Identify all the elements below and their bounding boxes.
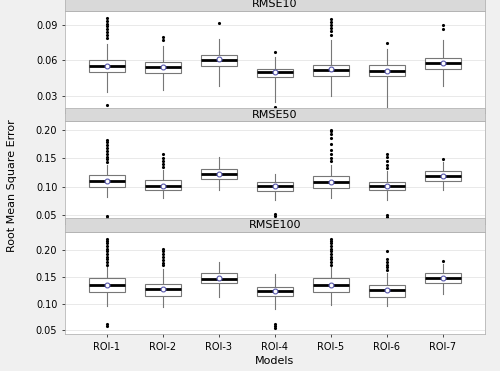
Bar: [145, 180, 181, 190]
Bar: [425, 273, 461, 283]
FancyBboxPatch shape: [65, 0, 485, 11]
X-axis label: Models: Models: [256, 356, 294, 366]
Bar: [257, 69, 293, 77]
Bar: [257, 286, 293, 296]
Bar: [89, 60, 125, 72]
Bar: [369, 65, 405, 76]
Bar: [257, 182, 293, 191]
Bar: [201, 273, 237, 283]
Bar: [369, 181, 405, 190]
Bar: [313, 177, 349, 188]
Bar: [89, 175, 125, 187]
Bar: [425, 171, 461, 181]
Text: RMSE100: RMSE100: [249, 220, 301, 230]
Text: Root Mean Square Error: Root Mean Square Error: [8, 119, 18, 252]
Bar: [145, 284, 181, 296]
Bar: [201, 55, 237, 66]
Bar: [201, 168, 237, 179]
FancyBboxPatch shape: [65, 219, 485, 232]
Bar: [145, 62, 181, 73]
Text: RMSE50: RMSE50: [252, 110, 298, 120]
FancyBboxPatch shape: [65, 108, 485, 121]
Bar: [369, 286, 405, 297]
Text: RMSE10: RMSE10: [252, 0, 298, 10]
Bar: [89, 278, 125, 292]
Bar: [313, 278, 349, 292]
Bar: [313, 65, 349, 76]
Bar: [425, 58, 461, 69]
